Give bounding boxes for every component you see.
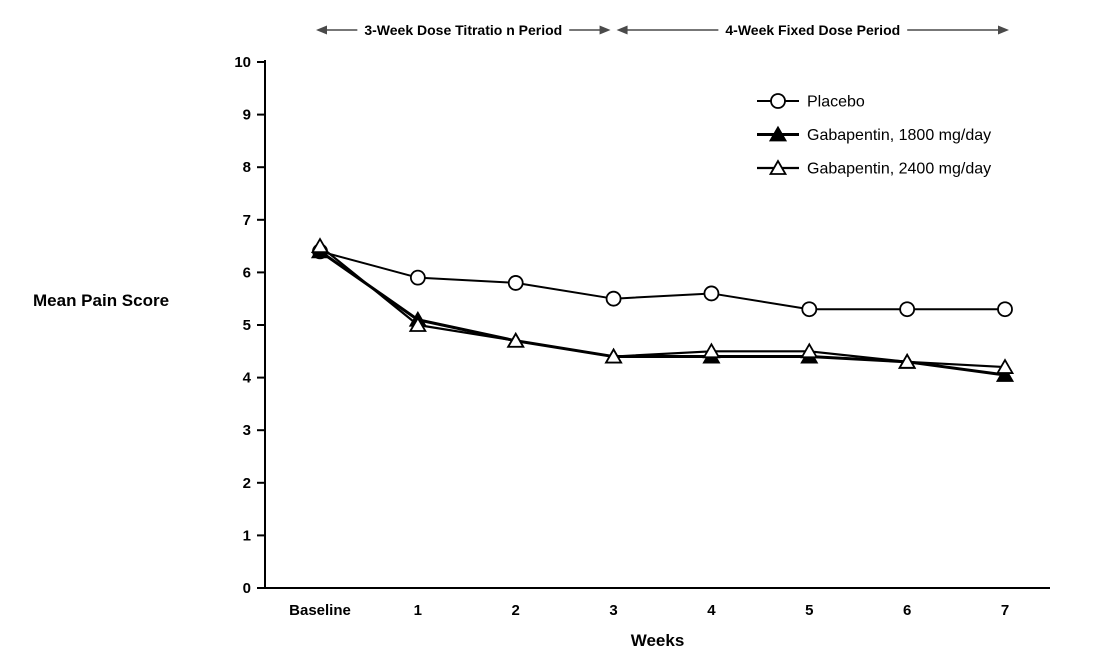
series-line-2 [319, 245, 1006, 369]
legend-label: Placebo [807, 94, 865, 111]
data-point-circle [801, 301, 818, 318]
arrowhead-right-icon [599, 25, 611, 35]
data-point-triangle-open [702, 342, 721, 359]
data-point-triangle-filled [768, 125, 788, 142]
series-lines [319, 245, 1006, 377]
series-line-0 [319, 250, 1005, 311]
legend-item-0: Placebo [757, 93, 865, 111]
data-point-triangle-open [310, 237, 330, 254]
annotations: 3-Week Dose Titratio n Period 4-Week Fixe… [316, 22, 1009, 38]
x-tick-label: 5 [805, 602, 813, 619]
legend-item-2: Gabapentin, 2400 mg/day [757, 159, 991, 178]
y-tick-label: 4 [243, 370, 252, 387]
data-point-triangle-open [898, 353, 917, 369]
y-tick-label: 0 [243, 580, 251, 597]
data-point-circle [507, 275, 524, 291]
annotation-label: 3-Week Dose Titratio n Period [364, 22, 562, 38]
data-point-triangle-open [604, 347, 623, 364]
arrowhead-left-icon [616, 25, 628, 35]
x-axis-ticks: Baseline 1 2 3 4 5 6 7 [289, 602, 1009, 619]
legend: Placebo Gabapentin, 1800 mg/day Gabapentin… [757, 93, 991, 178]
legend-item-1: Gabapentin, 1800 mg/day [757, 125, 991, 144]
x-tick-label: 2 [512, 602, 520, 619]
y-tick-label: 10 [234, 54, 251, 71]
y-tick-label: 6 [243, 264, 251, 281]
data-point-triangle-open [800, 342, 819, 359]
series-markers-2 [310, 237, 1015, 374]
annotation-0: 3-Week Dose Titratio n Period [316, 22, 611, 38]
data-point-triangle-open [506, 331, 525, 348]
y-axis-ticks: 0 1 2 3 4 5 6 7 8 9 10 [234, 54, 265, 597]
x-tick-label: 6 [903, 602, 911, 619]
data-point-triangle-filled [995, 366, 1015, 382]
data-point-circle [605, 290, 622, 307]
arrowhead-right-icon [998, 25, 1009, 35]
y-axis-title: Mean Pain Score [33, 291, 170, 310]
y-tick-label: 2 [243, 475, 251, 492]
series-markers [310, 237, 1015, 382]
x-tick-label: Baseline [289, 602, 351, 619]
y-tick-label: 5 [243, 317, 251, 334]
x-tick-label: 3 [609, 602, 617, 619]
data-point-triangle-open [768, 159, 788, 175]
annotation-1: 4-Week Fixed Dose Period [616, 22, 1009, 38]
data-point-circle [997, 301, 1013, 318]
data-point-circle [899, 301, 916, 318]
annotation-label: 4-Week Fixed Dose Period [725, 22, 900, 38]
y-tick-label: 3 [243, 422, 251, 439]
x-axis-title: Weeks [630, 631, 685, 650]
data-point-triangle-open [995, 358, 1015, 374]
data-point-circle [770, 93, 786, 109]
arrowhead-left-icon [316, 25, 327, 35]
x-tick-label: 7 [1001, 602, 1009, 619]
series-markers-0 [312, 243, 1013, 318]
data-point-circle [703, 285, 720, 302]
legend-label: Gabapentin, 1800 mg/day [807, 127, 991, 144]
y-tick-label: 7 [243, 212, 251, 229]
x-tick-label: 4 [707, 602, 716, 619]
y-tick-label: 1 [243, 527, 251, 544]
x-tick-label: 1 [414, 602, 422, 619]
y-tick-label: 9 [243, 107, 251, 124]
y-tick-label: 8 [243, 159, 251, 176]
data-point-circle [409, 269, 426, 286]
data-point-triangle-open [408, 316, 427, 332]
legend-label: Gabapentin, 2400 mg/day [807, 161, 991, 178]
